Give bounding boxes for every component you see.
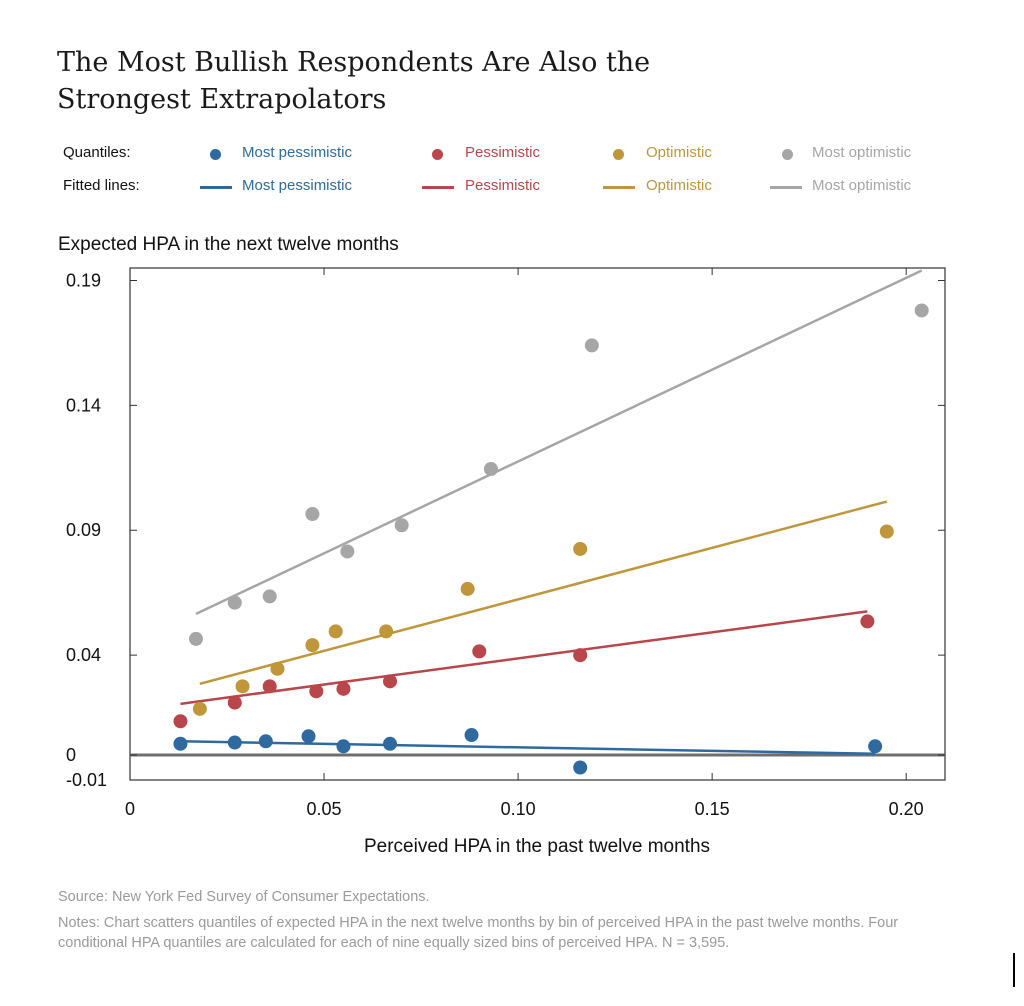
x-tick-label: 0.15 bbox=[695, 799, 730, 819]
data-point-optimistic bbox=[328, 624, 343, 639]
data-point-pessimistic bbox=[383, 674, 398, 689]
chart-title-line-2: Strongest Extrapolators bbox=[57, 84, 387, 115]
data-point-most-optimistic bbox=[340, 544, 355, 559]
y-tick-label: 0.04 bbox=[66, 645, 101, 665]
data-point-most-pessimistic bbox=[573, 760, 588, 775]
data-point-most-pessimistic bbox=[258, 734, 273, 749]
data-point-most-optimistic bbox=[914, 303, 929, 318]
data-point-optimistic bbox=[879, 524, 894, 539]
y-tick-label: -0.01 bbox=[66, 770, 107, 790]
data-point-most-optimistic bbox=[584, 338, 599, 353]
legend-marker-dot bbox=[782, 149, 793, 160]
fitted-line-pessimistic bbox=[180, 610, 868, 706]
legend-label: Most pessimistic bbox=[242, 144, 353, 161]
data-point-optimistic bbox=[305, 638, 320, 653]
data-point-most-pessimistic bbox=[336, 739, 351, 754]
data-point-most-optimistic bbox=[227, 595, 242, 610]
chart-title: The Most Bullish Respondents Are Also th… bbox=[57, 44, 817, 118]
chart-notes: Source: New York Fed Survey of Consumer … bbox=[58, 887, 938, 959]
y-tick-label: 0 bbox=[66, 745, 76, 765]
legend-label: Most pessimistic bbox=[242, 177, 353, 194]
data-point-optimistic bbox=[460, 581, 475, 596]
x-tick-label: 0.10 bbox=[501, 799, 536, 819]
fitted-line-optimistic bbox=[199, 500, 888, 686]
data-point-most-optimistic bbox=[188, 631, 203, 646]
x-tick-label: 0.20 bbox=[889, 799, 924, 819]
y-axis-label: Expected HPA in the next twelve months bbox=[58, 234, 399, 255]
data-point-most-pessimistic bbox=[227, 735, 242, 750]
legend-label: Optimistic bbox=[646, 177, 712, 194]
legend-label: Optimistic bbox=[646, 144, 712, 161]
data-point-pessimistic bbox=[262, 679, 277, 694]
data-point-most-pessimistic bbox=[868, 739, 883, 754]
legend-fitted-label: Fitted lines: bbox=[63, 177, 140, 194]
fitted-line-most-optimistic bbox=[195, 269, 923, 616]
data-point-most-optimistic bbox=[262, 589, 277, 604]
fitted-line-most-pessimistic bbox=[180, 740, 876, 756]
data-point-optimistic bbox=[379, 624, 394, 639]
text-cursor bbox=[1013, 953, 1015, 987]
legend-marker-dot bbox=[210, 149, 221, 160]
data-point-pessimistic bbox=[309, 684, 324, 699]
x-tick-label: 0.05 bbox=[307, 799, 342, 819]
source-note: Source: New York Fed Survey of Consumer … bbox=[58, 889, 430, 905]
y-tick-label: 0.19 bbox=[66, 270, 101, 290]
data-point-pessimistic bbox=[173, 714, 188, 729]
data-point-optimistic bbox=[235, 679, 250, 694]
data-point-most-optimistic bbox=[483, 462, 498, 477]
y-tick-label: 0.14 bbox=[66, 395, 101, 415]
legend-quantiles-row: Quantiles: Most pessimistic Pessimistic … bbox=[60, 143, 960, 165]
data-point-pessimistic bbox=[227, 695, 242, 710]
legend-marker-line bbox=[422, 186, 454, 189]
legend-marker-line bbox=[200, 186, 232, 189]
legend-label: Pessimistic bbox=[465, 144, 541, 161]
chart-title-line-1: The Most Bullish Respondents Are Also th… bbox=[57, 47, 651, 78]
legend-marker-line bbox=[770, 186, 802, 189]
data-point-most-pessimistic bbox=[464, 728, 479, 743]
data-point-optimistic bbox=[270, 661, 285, 676]
legend: Quantiles: Most pessimistic Pessimistic … bbox=[60, 143, 960, 203]
data-point-pessimistic bbox=[573, 648, 588, 663]
legend-marker-dot bbox=[613, 149, 624, 160]
data-point-most-pessimistic bbox=[173, 736, 188, 751]
legend-label: Pessimistic bbox=[465, 177, 541, 194]
data-point-most-pessimistic bbox=[383, 736, 398, 751]
data-point-optimistic bbox=[192, 701, 207, 716]
notes-text: Notes: Chart scatters quantiles of expec… bbox=[58, 915, 899, 951]
data-point-pessimistic bbox=[472, 644, 487, 659]
data-point-most-optimistic bbox=[394, 518, 409, 533]
legend-marker-line bbox=[603, 186, 635, 189]
legend-label: Most optimistic bbox=[812, 144, 912, 161]
data-point-most-optimistic bbox=[305, 507, 320, 522]
data-point-pessimistic bbox=[860, 614, 875, 629]
legend-label: Most optimistic bbox=[812, 177, 912, 194]
data-point-pessimistic bbox=[336, 681, 351, 696]
plot-frame bbox=[129, 267, 946, 781]
legend-quantiles-label: Quantiles: bbox=[63, 144, 131, 161]
data-point-optimistic bbox=[573, 541, 588, 556]
legend-fitted-row: Fitted lines: Most pessimistic Pessimist… bbox=[60, 176, 960, 198]
legend-marker-dot bbox=[432, 149, 443, 160]
scatter-chart: -0.01 0 0.04 0.09 0.14 0.19 0 0.05 0.10 0.15 0.20 bbox=[66, 267, 946, 819]
data-point-most-pessimistic bbox=[301, 729, 316, 744]
y-tick-label: 0.09 bbox=[66, 520, 101, 540]
x-tick-label: 0 bbox=[125, 799, 135, 819]
x-axis-label: Perceived HPA in the past twelve months bbox=[363, 836, 711, 857]
